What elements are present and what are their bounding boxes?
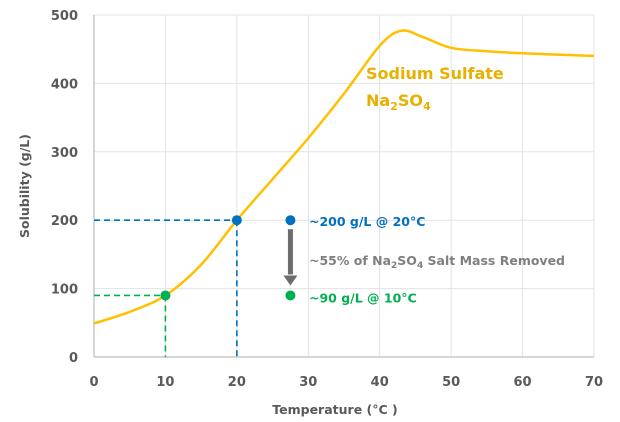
y-tick-label: 0 bbox=[69, 351, 78, 366]
annotation-marker-low bbox=[285, 290, 296, 301]
removed-prefix: ~55% of Na bbox=[309, 253, 391, 268]
y-tick-label: 400 bbox=[51, 77, 78, 92]
grid-lines bbox=[94, 14, 595, 357]
x-tick-label: 10 bbox=[156, 375, 174, 390]
annotation-high-label: ~200 g/L @ 20°C bbox=[309, 214, 425, 229]
y-axis-title: Solubility (g/L) bbox=[17, 134, 32, 238]
removed-subscript: 4 bbox=[417, 261, 423, 271]
annotation-marker-high bbox=[285, 215, 296, 226]
y-tick-label: 200 bbox=[51, 214, 78, 229]
x-tick-label: 20 bbox=[228, 375, 246, 390]
x-tick-labels: 0 10 20 30 40 50 60 70 bbox=[89, 375, 603, 390]
removed-mid: SO bbox=[397, 253, 417, 268]
axes bbox=[93, 15, 594, 358]
reference-points bbox=[160, 215, 242, 301]
x-tick-label: 30 bbox=[299, 375, 317, 390]
y-tick-label: 300 bbox=[51, 146, 78, 161]
y-tick-label: 100 bbox=[51, 283, 78, 298]
removed-suffix: Salt Mass Removed bbox=[423, 253, 565, 268]
formula-subscript: 4 bbox=[423, 100, 431, 113]
annotation-low-label: ~90 g/L @ 10°C bbox=[309, 290, 417, 305]
x-tick-label: 40 bbox=[371, 375, 389, 390]
annotation-removed-label: ~55% of Na2SO4 Salt Mass Removed bbox=[309, 253, 565, 271]
x-tick-label: 60 bbox=[514, 375, 532, 390]
reference-point-low bbox=[160, 290, 171, 301]
formula-subscript: 2 bbox=[390, 100, 398, 113]
x-tick-label: 0 bbox=[89, 375, 98, 390]
series-label-formula: Na2SO4 bbox=[366, 91, 431, 113]
arrow-shaft bbox=[287, 229, 293, 275]
y-tick-label: 500 bbox=[51, 9, 78, 24]
series-line-sodium-sulfate bbox=[93, 29, 595, 325]
series-label-name: Sodium Sulfate bbox=[366, 64, 504, 83]
x-axis-title: Temperature (°C ) bbox=[272, 402, 397, 417]
x-tick-label: 70 bbox=[585, 375, 603, 390]
reference-point-high bbox=[231, 215, 242, 226]
formula-part: SO bbox=[398, 91, 423, 110]
y-tick-labels: 0 100 200 300 400 500 bbox=[51, 9, 78, 366]
annotation-markers bbox=[283, 215, 298, 301]
formula-part: Na bbox=[366, 91, 390, 110]
reference-lines bbox=[94, 219, 238, 357]
removed-subscript: 2 bbox=[391, 261, 397, 271]
x-tick-label: 50 bbox=[442, 375, 460, 390]
arrow-down-icon bbox=[283, 275, 298, 286]
